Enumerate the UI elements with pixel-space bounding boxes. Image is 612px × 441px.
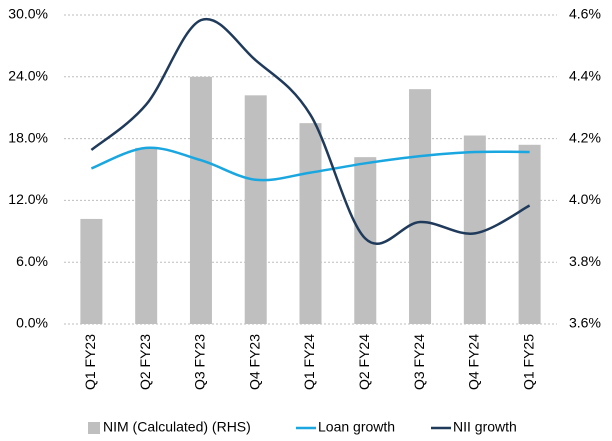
bar: [354, 157, 377, 324]
bar: [244, 95, 267, 324]
legend-label: NII growth: [453, 419, 517, 435]
line: [90, 17, 531, 245]
y-tick-label: 6.0%: [16, 253, 48, 269]
x-tick-label: Q3 FY23: [192, 334, 208, 390]
y2-tick-label: 4.2%: [569, 129, 601, 145]
legend-swatch: [88, 422, 100, 434]
y2-tick-label: 3.8%: [569, 253, 601, 269]
bar: [463, 135, 486, 324]
y-tick-label: 12.0%: [8, 191, 48, 207]
x-tick-label: Q1 FY25: [520, 334, 536, 390]
bar: [135, 147, 158, 324]
bar: [299, 123, 322, 325]
x-tick-label: Q4 FY23: [246, 334, 262, 390]
y2-tick-label: 3.6%: [569, 315, 601, 331]
x-tick-label: Q2 FY24: [356, 334, 372, 390]
y2-tick-label: 4.4%: [569, 68, 601, 84]
y-tick-label: 0.0%: [16, 315, 48, 331]
y-tick-label: 24.0%: [8, 68, 48, 84]
legend-item: NII growth: [431, 419, 517, 435]
x-tick-label: Q3 FY24: [411, 334, 427, 390]
bar: [409, 89, 432, 324]
legend-item: NIM (Calculated) (RHS): [88, 419, 251, 435]
line: [90, 146, 530, 182]
x-tick-label: Q1 FY24: [301, 334, 317, 390]
bar: [80, 218, 103, 324]
x-tick-label: Q1 FY23: [82, 334, 98, 390]
legend-label: NIM (Calculated) (RHS): [103, 419, 251, 435]
y-tick-label: 18.0%: [8, 129, 48, 145]
y2-tick-label: 4.6%: [569, 6, 601, 22]
y2-tick-label: 4.0%: [569, 191, 601, 207]
legend-item: Loan growth: [296, 419, 395, 435]
x-tick-label: Q2 FY23: [137, 334, 153, 390]
bar: [189, 76, 212, 324]
y-tick-label: 30.0%: [8, 6, 48, 22]
bar: [518, 144, 541, 324]
legend-label: Loan growth: [318, 419, 395, 435]
x-tick-label: Q4 FY24: [466, 334, 482, 390]
